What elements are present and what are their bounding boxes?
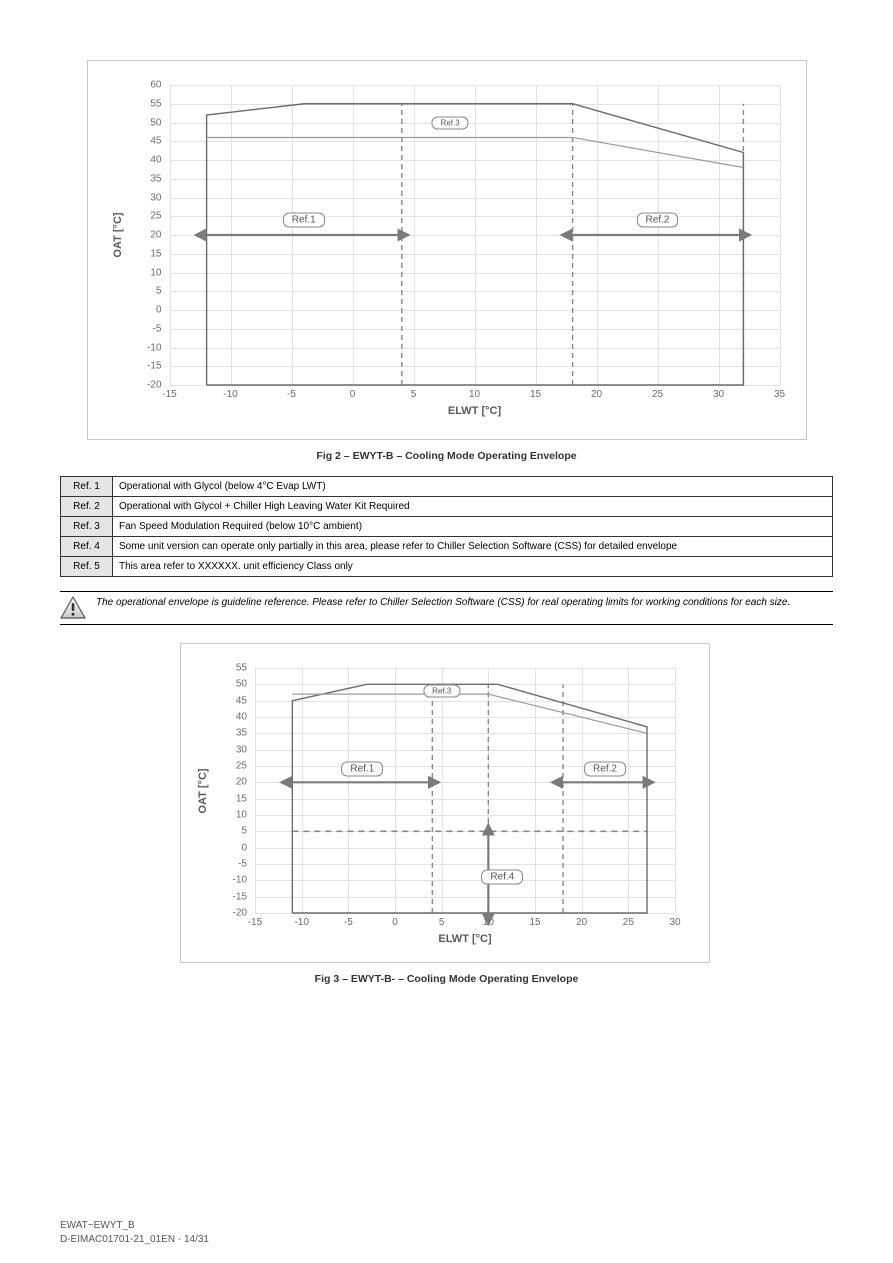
xtick-label: 25 (652, 389, 663, 400)
ref-label: Ref.1 (341, 762, 383, 777)
ytick-label: 40 (136, 155, 162, 166)
xtick-label: -5 (287, 389, 296, 400)
ref-key: Ref. 3 (61, 517, 113, 537)
ytick-label: -15 (221, 891, 247, 902)
xtick-label: 20 (576, 917, 587, 928)
ytick-label: 0 (221, 842, 247, 853)
ytick-label: 15 (136, 248, 162, 259)
ytick-label: 20 (136, 230, 162, 241)
xtick-label: 15 (529, 917, 540, 928)
table-row: Ref. 3Fan Speed Modulation Required (bel… (61, 517, 833, 537)
ref-desc: This area refer to XXXXXX. unit efficien… (113, 557, 833, 577)
ytick-label: 50 (136, 117, 162, 128)
ref-label: Ref.1 (283, 213, 325, 228)
ytick-label: -10 (221, 875, 247, 886)
xtick-label: 15 (530, 389, 541, 400)
xtick-label: 20 (591, 389, 602, 400)
y-axis-label: OAT [°C] (112, 212, 124, 257)
ytick-label: 45 (221, 695, 247, 706)
ref-label: Ref.2 (637, 213, 679, 228)
ref-label: Ref.3 (432, 116, 469, 129)
chart-2-caption: Fig 3 – EWYT-B- – Cooling Mode Operating… (60, 973, 833, 985)
ytick-label: 45 (136, 136, 162, 147)
ref-key: Ref. 1 (61, 477, 113, 497)
ytick-label: 55 (221, 663, 247, 674)
ytick-label: 40 (221, 712, 247, 723)
ref-label: Ref.3 (423, 684, 460, 697)
warning-icon (60, 596, 86, 620)
ytick-label: 60 (136, 80, 162, 91)
refs-table: Ref. 1Operational with Glycol (below 4°C… (60, 476, 833, 577)
ytick-label: -15 (136, 361, 162, 372)
xtick-label: -15 (248, 917, 262, 928)
x-axis-label: ELWT [°C] (438, 933, 491, 945)
ytick-label: -5 (136, 323, 162, 334)
footer-doc-id: D-EIMAC01701-21_01EN · 14/31 (60, 1234, 209, 1245)
ytick-label: 5 (136, 286, 162, 297)
ref-key: Ref. 5 (61, 557, 113, 577)
xtick-label: -10 (223, 389, 237, 400)
ytick-label: -5 (221, 859, 247, 870)
ytick-label: 35 (136, 173, 162, 184)
footer-doc-title: EWAT~EWYT_B (60, 1220, 135, 1231)
ref-key: Ref. 4 (61, 537, 113, 557)
xtick-label: 35 (774, 389, 785, 400)
ref-desc: Operational with Glycol (below 4°C Evap … (113, 477, 833, 497)
xtick-label: 0 (350, 389, 356, 400)
ref-desc: Operational with Glycol + Chiller High L… (113, 497, 833, 517)
ref-label: Ref.2 (584, 762, 626, 777)
chart-2: -15-10-5051015202530-20-15-10-5051015202… (180, 643, 710, 963)
ytick-label: 55 (136, 98, 162, 109)
xtick-label: 30 (669, 917, 680, 928)
ytick-label: 20 (221, 777, 247, 788)
xtick-label: -5 (344, 917, 353, 928)
ytick-label: 5 (221, 826, 247, 837)
ytick-label: 15 (221, 793, 247, 804)
xtick-label: -15 (162, 389, 176, 400)
ref-key: Ref. 2 (61, 497, 113, 517)
xtick-label: 5 (439, 917, 445, 928)
xtick-label: 5 (411, 389, 417, 400)
table-row: Ref. 1Operational with Glycol (below 4°C… (61, 477, 833, 497)
y-axis-label: OAT [°C] (197, 768, 209, 813)
ytick-label: -20 (136, 380, 162, 391)
xtick-label: 10 (483, 917, 494, 928)
xtick-label: -10 (294, 917, 308, 928)
ytick-label: 30 (136, 192, 162, 203)
xtick-label: 25 (623, 917, 634, 928)
xtick-label: 0 (392, 917, 398, 928)
ref-label: Ref.4 (481, 870, 523, 885)
ytick-label: 30 (221, 744, 247, 755)
ytick-label: 25 (221, 761, 247, 772)
ytick-label: 50 (221, 679, 247, 690)
x-axis-label: ELWT [°C] (448, 405, 501, 417)
ytick-label: 10 (221, 810, 247, 821)
ytick-label: 25 (136, 211, 162, 222)
ytick-label: 10 (136, 267, 162, 278)
ytick-label: -10 (136, 342, 162, 353)
table-row: Ref. 4Some unit version can operate only… (61, 537, 833, 557)
ytick-label: -20 (221, 908, 247, 919)
chart-1-caption: Fig 2 – EWYT-B – Cooling Mode Operating … (60, 450, 833, 462)
table-row: Ref. 2Operational with Glycol + Chiller … (61, 497, 833, 517)
chart-1: -15-10-505101520253035-20-15-10-50510152… (87, 60, 807, 440)
table-row: Ref. 5This area refer to XXXXXX. unit ef… (61, 557, 833, 577)
ref-desc: Fan Speed Modulation Required (below 10°… (113, 517, 833, 537)
ytick-label: 35 (221, 728, 247, 739)
ytick-label: 0 (136, 305, 162, 316)
ref-desc: Some unit version can operate only parti… (113, 537, 833, 557)
xtick-label: 30 (713, 389, 724, 400)
warning-text: The operational envelope is guideline re… (96, 596, 790, 610)
xtick-label: 10 (469, 389, 480, 400)
warning-note: The operational envelope is guideline re… (60, 591, 833, 625)
